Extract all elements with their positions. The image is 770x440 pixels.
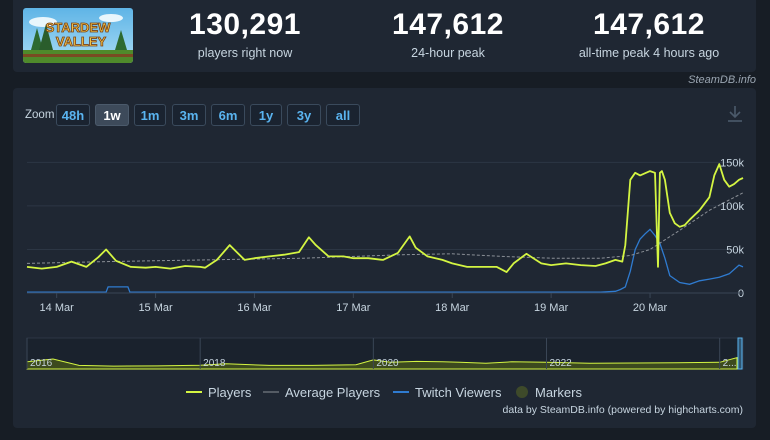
y-tick-label: 100k [720,201,744,213]
chart-legend: Players Average Players Twitch Viewers M… [13,382,756,402]
legend-markers[interactable]: Markers [515,382,582,402]
peak-24h-label: 24-hour peak [411,46,485,60]
series-layer [26,163,744,293]
series-players [26,163,744,273]
navigator-tick-label: 2018 [203,358,226,369]
zoom-label: Zoom [25,109,55,121]
stat-24h-peak: 147,612 24-hour peak [368,8,528,60]
legend-average-label: Average Players [285,384,381,400]
game-logo[interactable]: STARDEW VALLEY [23,8,133,63]
download-icon[interactable] [726,104,744,124]
all-time-peak-label: all-time peak 4 hours ago [578,46,720,60]
logo-text-line2: VALLEY [56,34,107,49]
x-tick-label: 17 Mar [336,302,371,314]
stat-all-time-peak: 147,612 all-time peak 4 hours ago [569,8,729,60]
navigator-tick-label: 2022 [550,358,573,369]
zoom-button-all[interactable]: all [326,104,360,126]
zoom-button-6m[interactable]: 6m [211,104,245,126]
chart-credits[interactable]: data by SteamDB.info (powered by highcha… [502,404,743,416]
navigator-tick-label: 2016 [30,358,53,369]
grid-lines [27,161,741,294]
steamdb-watermark: SteamDB.info [688,74,756,86]
legend-average-swatch [263,391,279,393]
x-tick-label: 19 Mar [534,302,569,314]
current-players-label: players right now [197,46,293,60]
zoom-button-3y[interactable]: 3y [287,104,321,126]
y-tick-label: 150k [720,157,744,169]
zoom-button-1y[interactable]: 1y [250,104,282,126]
main-chart[interactable]: 0 50k 100k 150k 14 Mar 15 Mar 16 Mar 17 Mar 18 M… [13,88,756,378]
legend-twitch-label: Twitch Viewers [415,384,502,400]
stat-current-players: 130,291 players right now [165,8,325,60]
current-players-value: 130,291 [189,8,301,41]
y-tick-label: 50k [726,244,744,256]
zoom-button-48h[interactable]: 48h [56,104,90,126]
navigator-tick-label: 2020 [376,358,399,369]
chart-panel: Zoom 48h 1w 1m 3m 6m 1y 3y all 0 50k 100k 150k 14 M… [13,88,756,428]
zoom-button-1w[interactable]: 1w [95,104,129,126]
axis-layer: 0 50k 100k 150k 14 Mar 15 Mar 16 Mar 17 Mar 18 M… [27,157,744,314]
navigator-range-handle [737,337,743,370]
x-tick-label: 18 Mar [435,302,470,314]
x-tick-label: 20 Mar [633,302,668,314]
zoom-button-3m[interactable]: 3m [172,104,206,126]
navigator-series [26,356,738,370]
legend-players-swatch [186,391,202,393]
peak-24h-value: 147,612 [392,8,504,41]
logo-text-line1: STARDEW [46,20,111,35]
legend-average-players[interactable]: Average Players [263,382,380,402]
x-tick-label: 14 Mar [40,302,75,314]
legend-twitch-swatch [393,391,409,393]
all-time-peak-value: 147,612 [593,8,705,41]
navigator[interactable]: 2016 2018 2020 2022 2... [26,337,744,370]
stats-panel: STARDEW VALLEY 130,291 players right now… [13,0,756,72]
legend-markers-label: Markers [535,384,582,400]
legend-markers-swatch [516,386,528,398]
navigator-tick-label: 2... [723,358,737,369]
series-average-players [26,192,744,264]
y-tick-label: 0 [738,288,744,300]
zoom-button-1m[interactable]: 1m [134,104,166,126]
x-tick-label: 15 Mar [138,302,173,314]
legend-twitch-viewers[interactable]: Twitch Viewers [393,382,501,402]
legend-players-label: Players [208,384,252,400]
x-tick-label: 16 Mar [237,302,272,314]
series-twitch-viewers [27,228,744,293]
legend-players[interactable]: Players [186,382,251,402]
stardew-valley-logo: STARDEW VALLEY [23,8,133,63]
